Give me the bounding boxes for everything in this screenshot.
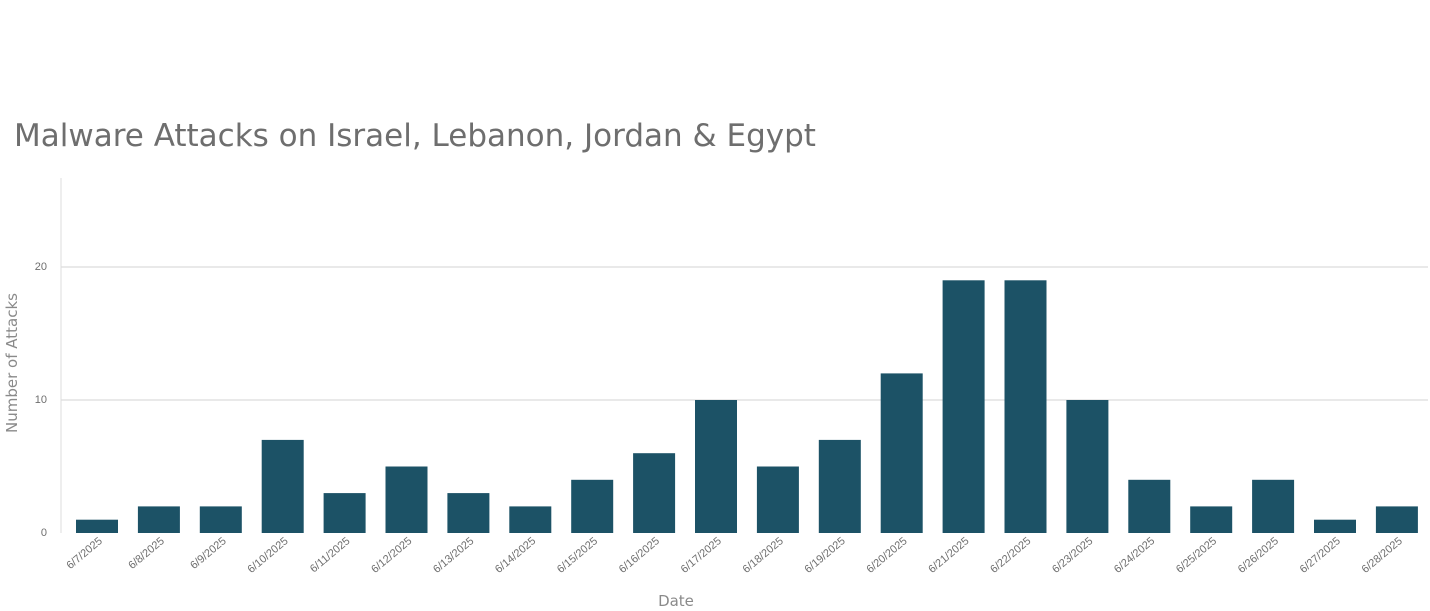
- bar: [1190, 506, 1233, 533]
- bar: [695, 400, 737, 533]
- bar: [1252, 479, 1295, 533]
- bar: [880, 373, 923, 533]
- bar: [1314, 519, 1356, 533]
- x-tick-label: 6/8/2025: [126, 535, 167, 572]
- bar: [571, 479, 614, 533]
- bar: [385, 466, 428, 533]
- bar: [199, 506, 242, 533]
- x-axis-title: Date: [658, 592, 694, 610]
- bar: [633, 453, 676, 533]
- x-tick-label: 6/7/2025: [64, 535, 105, 572]
- bar: [1375, 506, 1418, 533]
- x-tick-label: 6/28/2025: [1360, 535, 1405, 576]
- bar: [818, 439, 861, 533]
- bar: [447, 493, 490, 533]
- x-tick-label: 6/27/2025: [1298, 535, 1343, 576]
- gridlines: [61, 266, 1428, 401]
- bar: [261, 439, 304, 533]
- x-tick-label: 6/23/2025: [1050, 535, 1095, 576]
- y-tick-label: 0: [41, 527, 47, 539]
- bar: [1066, 400, 1109, 533]
- x-tick-label: 6/15/2025: [555, 535, 600, 576]
- x-axis-ticks: 6/7/2025 6/8/2025 6/9/2025 6/10/2025 6/11/20…: [64, 535, 1404, 576]
- y-axis-ticks: 0 10 20: [35, 261, 47, 539]
- x-tick-label: 6/22/2025: [988, 535, 1033, 576]
- x-tick-label: 6/26/2025: [1236, 535, 1281, 576]
- bar: [137, 506, 180, 533]
- bar: [76, 519, 118, 533]
- bar: [756, 466, 799, 533]
- x-tick-label: 6/24/2025: [1112, 535, 1157, 576]
- bar: [1004, 280, 1047, 533]
- x-tick-label: 6/25/2025: [1174, 535, 1219, 576]
- x-tick-label: 6/12/2025: [369, 535, 414, 576]
- x-tick-label: 6/11/2025: [308, 535, 353, 575]
- x-tick-label: 6/10/2025: [245, 535, 290, 576]
- x-tick-label: 6/16/2025: [617, 535, 662, 576]
- y-axis-title: Number of Attacks: [3, 293, 21, 433]
- x-tick-label: 6/19/2025: [803, 535, 848, 576]
- x-tick-label: 6/17/2025: [679, 535, 724, 576]
- x-tick-label: 6/18/2025: [741, 535, 786, 576]
- bar: [509, 506, 552, 533]
- chart-title: Malware Attacks on Israel, Lebanon, Jord…: [14, 118, 816, 154]
- x-tick-label: 6/21/2025: [926, 535, 971, 576]
- y-tick-label: 20: [35, 261, 47, 273]
- bar: [942, 280, 985, 533]
- x-tick-label: 6/13/2025: [431, 535, 476, 576]
- y-tick-label: 10: [35, 394, 47, 406]
- bar: [323, 493, 366, 533]
- x-tick-label: 6/14/2025: [493, 535, 538, 576]
- x-tick-label: 6/9/2025: [188, 535, 229, 572]
- bar: [1128, 479, 1171, 533]
- x-tick-label: 6/20/2025: [864, 535, 909, 576]
- bars: [76, 280, 1418, 533]
